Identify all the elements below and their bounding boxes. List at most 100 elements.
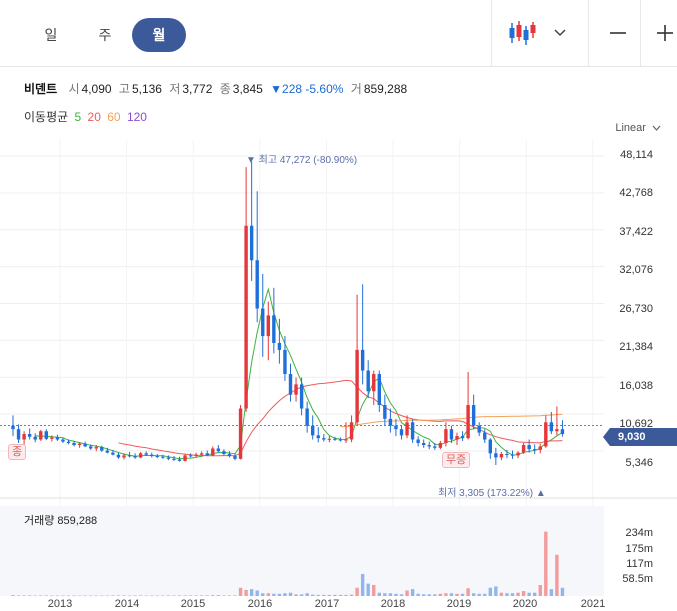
chevron-down-icon[interactable]: [548, 18, 572, 48]
candle-body: [200, 453, 204, 455]
ma-line-20: [118, 379, 563, 457]
volume-bar: [188, 595, 193, 596]
candle-body: [349, 422, 354, 440]
candle-body: [116, 454, 121, 458]
candle-body: [416, 439, 420, 443]
volume-bar: [72, 595, 76, 597]
volume-bar: [33, 595, 37, 597]
candle-body: [155, 456, 159, 458]
volume-bar: [205, 595, 209, 596]
volume-bar: [483, 593, 487, 596]
candle-body: [133, 456, 137, 458]
volume-bar: [105, 595, 110, 597]
candle-body: [521, 445, 526, 453]
candlestick-icon[interactable]: [505, 18, 539, 48]
close-label: 종: [219, 82, 231, 96]
tab-weekly[interactable]: 주: [98, 27, 112, 43]
low-annotation: 최저 3,305 (173.22%) ▲: [438, 488, 546, 499]
volume-bar: [50, 595, 54, 597]
plus-icon[interactable]: [651, 18, 677, 48]
volume-bar: [471, 593, 476, 596]
stock-name: 비덴트: [24, 82, 58, 96]
candle-body: [39, 431, 43, 440]
candle-body: [100, 447, 104, 451]
volume-bar: [283, 593, 287, 596]
volume-bar: [333, 594, 337, 596]
ma-60: 60: [107, 110, 121, 124]
year-label: 2019: [446, 598, 472, 610]
candle-body: [55, 437, 60, 440]
candle-body: [322, 438, 326, 440]
minus-icon[interactable]: [604, 18, 632, 48]
volume-bar: [77, 595, 82, 597]
candle-body: [255, 260, 259, 309]
candle-body: [455, 436, 459, 440]
volume-bar: [261, 593, 265, 596]
volume-bar: [55, 595, 60, 597]
candle-body: [27, 434, 32, 437]
volume-bar: [11, 595, 15, 596]
candle-body: [11, 425, 15, 430]
low-label: 저: [169, 82, 181, 96]
candle-body: [94, 447, 98, 449]
volume-bar: [322, 594, 326, 596]
volume-bar: [249, 589, 254, 596]
volume-bar: [222, 595, 226, 596]
volume-label: 거: [350, 82, 362, 96]
volume-bar: [277, 593, 282, 596]
candle-body: [277, 342, 282, 350]
volume-bar: [227, 595, 232, 596]
event-badge[interactable]: 종: [8, 444, 27, 460]
volume-bar: [216, 595, 221, 596]
volume-bar: [27, 595, 32, 596]
volume-bar: [288, 592, 293, 596]
tab-daily[interactable]: 일: [44, 27, 58, 43]
volume-panel-bg: [0, 506, 604, 596]
volume-bar: [466, 588, 470, 596]
volume-tick: 58.5m: [622, 573, 653, 585]
candle-body: [266, 315, 270, 337]
candle-body: [33, 436, 37, 440]
candle-body: [183, 455, 187, 461]
candle-body: [327, 438, 332, 440]
event-badge-rights[interactable]: 무증: [442, 452, 471, 468]
candle-body: [533, 449, 537, 451]
candle-body: [144, 453, 148, 455]
high-value: 5,136: [131, 82, 162, 96]
year-label: 2018: [380, 598, 406, 610]
volume-bar: [166, 595, 171, 596]
volume-bar: [144, 595, 148, 597]
candle-body: [238, 408, 243, 459]
candle-body: [333, 438, 337, 440]
candle-body: [527, 445, 531, 450]
candle-body: [299, 384, 304, 409]
volume-bar: [194, 595, 198, 596]
candle-body: [244, 225, 248, 409]
moving-average-legend[interactable]: 이동평균 5 20 60 120: [24, 108, 147, 125]
ma-5: 5: [74, 110, 82, 124]
volume-bar: [338, 594, 343, 596]
candle-body: [222, 451, 226, 455]
candle-body: [188, 455, 193, 457]
toolbar-divider: [640, 0, 641, 66]
candle-body: [166, 457, 171, 459]
candle-body: [272, 315, 276, 343]
volume-bar: [549, 589, 554, 596]
candle-body: [483, 432, 487, 440]
ma-20: 20: [87, 110, 101, 124]
scale-toggle-button[interactable]: Linear: [615, 122, 661, 134]
tab-monthly[interactable]: 월: [132, 18, 186, 52]
candle-body: [422, 442, 426, 446]
candle-body: [388, 418, 393, 426]
volume-bar: [272, 593, 276, 596]
volume-value: 859,288: [363, 82, 408, 96]
volume-bar: [344, 594, 348, 596]
volume-bar: [16, 595, 21, 596]
volume-tick: 234m: [625, 527, 653, 539]
candle-body: [288, 374, 293, 395]
candle-body: [360, 349, 365, 371]
candle-body: [433, 446, 437, 448]
high-annotation: ▼ 최고 47,272 (-80.90%): [246, 155, 358, 166]
volume-bar: [238, 587, 243, 596]
